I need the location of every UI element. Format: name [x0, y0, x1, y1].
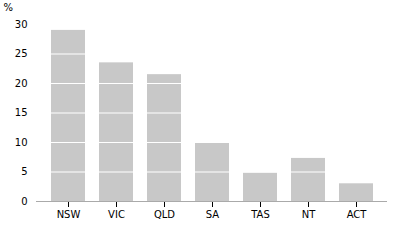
svg-text:SA: SA — [206, 209, 220, 220]
svg-text:25: 25 — [15, 48, 28, 59]
svg-text:20: 20 — [15, 78, 28, 89]
svg-text:QLD: QLD — [154, 209, 175, 220]
svg-text:NT: NT — [302, 209, 316, 220]
svg-text:30: 30 — [15, 19, 28, 30]
svg-text:%: % — [4, 2, 14, 13]
svg-text:NSW: NSW — [57, 209, 81, 220]
svg-text:0: 0 — [21, 196, 27, 207]
svg-text:TAS: TAS — [250, 209, 270, 220]
svg-text:5: 5 — [21, 166, 27, 177]
svg-text:10: 10 — [15, 137, 28, 148]
svg-text:VIC: VIC — [108, 209, 125, 220]
svg-text:15: 15 — [15, 107, 28, 118]
svg-text:ACT: ACT — [347, 209, 368, 220]
